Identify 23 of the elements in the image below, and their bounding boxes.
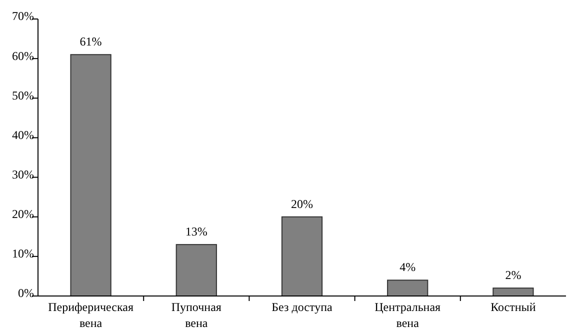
data-label: 2%	[505, 268, 522, 282]
data-label: 61%	[80, 34, 102, 49]
bar	[387, 280, 428, 296]
y-tick-label: 10%	[12, 246, 34, 261]
y-tick-label: 20%	[12, 207, 34, 222]
bar	[70, 54, 112, 296]
x-tick-label: Центральная вена	[374, 300, 442, 330]
bar	[281, 216, 323, 296]
data-label: 13%	[185, 224, 208, 239]
y-tick-label: 70%	[12, 9, 34, 24]
y-tick-label: 60%	[12, 48, 34, 63]
data-label: 20%	[291, 196, 313, 211]
x-tick-label: Пупочная вена	[171, 300, 222, 330]
x-tick-label: Без доступа	[272, 300, 334, 314]
bar	[176, 244, 217, 296]
y-tick-label: 40%	[12, 128, 34, 142]
bar	[492, 288, 534, 296]
x-tick-label: Костный	[490, 300, 536, 314]
y-tick-label: 30%	[12, 167, 34, 182]
data-label: 4%	[400, 260, 416, 274]
x-tick-label: Периферическая вена	[48, 300, 134, 330]
y-tick-label: 50%	[12, 88, 34, 102]
y-tick-label: 0%	[18, 286, 34, 300]
